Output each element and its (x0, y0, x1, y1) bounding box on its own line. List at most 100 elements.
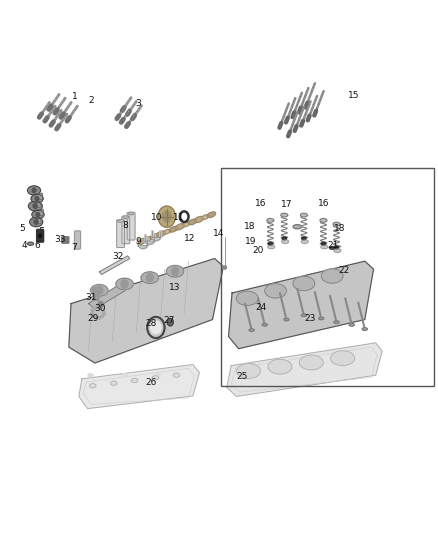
Text: 33: 33 (54, 236, 65, 245)
Ellipse shape (329, 247, 335, 249)
Circle shape (146, 273, 153, 282)
Ellipse shape (237, 364, 261, 378)
Text: 24: 24 (255, 303, 266, 312)
Ellipse shape (293, 224, 302, 229)
Circle shape (224, 266, 226, 269)
Ellipse shape (110, 381, 117, 385)
Polygon shape (93, 309, 103, 317)
Circle shape (104, 312, 106, 314)
Text: 5: 5 (19, 224, 25, 233)
Ellipse shape (88, 374, 93, 377)
Text: 15: 15 (348, 91, 360, 100)
Ellipse shape (333, 222, 340, 226)
Ellipse shape (300, 213, 307, 217)
FancyBboxPatch shape (37, 229, 44, 242)
Text: 7: 7 (71, 244, 77, 253)
Ellipse shape (237, 291, 258, 305)
Ellipse shape (319, 317, 324, 320)
Text: 22: 22 (339, 266, 350, 275)
Polygon shape (99, 256, 130, 274)
Circle shape (93, 307, 95, 309)
Text: 8: 8 (122, 221, 128, 230)
Text: 30: 30 (94, 304, 106, 313)
Ellipse shape (156, 374, 161, 377)
FancyBboxPatch shape (94, 309, 100, 317)
Ellipse shape (164, 229, 170, 234)
FancyBboxPatch shape (35, 193, 42, 200)
Ellipse shape (156, 231, 165, 237)
Circle shape (92, 315, 94, 317)
Circle shape (33, 204, 37, 208)
Text: 14: 14 (213, 229, 225, 238)
FancyBboxPatch shape (34, 217, 41, 223)
Text: 10: 10 (152, 213, 163, 222)
Ellipse shape (117, 220, 124, 222)
Text: 6: 6 (34, 241, 40, 250)
Circle shape (103, 309, 104, 311)
Circle shape (97, 306, 99, 308)
Text: 11: 11 (173, 213, 185, 222)
Ellipse shape (284, 318, 289, 321)
Circle shape (182, 214, 187, 220)
Text: 26: 26 (146, 377, 157, 386)
Circle shape (172, 267, 179, 276)
Circle shape (91, 312, 92, 314)
Ellipse shape (31, 195, 43, 203)
Ellipse shape (91, 285, 108, 296)
Circle shape (34, 220, 38, 224)
Ellipse shape (302, 237, 306, 240)
Ellipse shape (194, 216, 203, 223)
Circle shape (91, 309, 93, 311)
Ellipse shape (293, 276, 315, 290)
Circle shape (95, 317, 97, 319)
Text: 27: 27 (163, 316, 175, 325)
FancyBboxPatch shape (33, 201, 40, 208)
Text: 18: 18 (244, 222, 255, 231)
Ellipse shape (321, 243, 325, 245)
Text: 19: 19 (244, 237, 256, 246)
FancyBboxPatch shape (117, 220, 124, 247)
Polygon shape (227, 343, 382, 397)
Text: 16: 16 (318, 199, 329, 208)
Circle shape (32, 188, 36, 192)
Ellipse shape (334, 321, 339, 324)
Polygon shape (88, 285, 125, 309)
Ellipse shape (128, 212, 134, 215)
FancyBboxPatch shape (122, 216, 130, 244)
Circle shape (98, 302, 103, 308)
Ellipse shape (150, 234, 159, 239)
Circle shape (102, 316, 103, 318)
Ellipse shape (141, 272, 159, 284)
Ellipse shape (28, 242, 34, 245)
Ellipse shape (334, 249, 341, 253)
Circle shape (36, 213, 40, 216)
Circle shape (151, 321, 161, 334)
Circle shape (103, 313, 105, 315)
Ellipse shape (183, 222, 190, 227)
Text: 21: 21 (327, 241, 339, 250)
Polygon shape (79, 365, 199, 409)
Text: 1: 1 (72, 92, 78, 101)
Ellipse shape (265, 284, 286, 298)
Ellipse shape (28, 186, 41, 195)
Ellipse shape (123, 216, 129, 219)
Ellipse shape (321, 269, 343, 283)
Ellipse shape (320, 219, 327, 222)
Ellipse shape (334, 246, 339, 249)
Ellipse shape (137, 238, 146, 245)
FancyBboxPatch shape (62, 237, 69, 243)
Text: 12: 12 (184, 234, 195, 243)
Circle shape (158, 206, 176, 227)
Text: 31: 31 (86, 293, 97, 302)
Circle shape (35, 197, 39, 201)
Text: 16: 16 (255, 199, 267, 208)
Ellipse shape (301, 240, 308, 244)
Ellipse shape (169, 227, 177, 232)
Ellipse shape (299, 355, 323, 370)
Text: 9: 9 (135, 237, 141, 246)
Text: 29: 29 (87, 314, 99, 323)
Bar (221, 168, 434, 386)
FancyBboxPatch shape (36, 209, 43, 216)
FancyBboxPatch shape (127, 213, 135, 240)
Circle shape (39, 234, 42, 237)
